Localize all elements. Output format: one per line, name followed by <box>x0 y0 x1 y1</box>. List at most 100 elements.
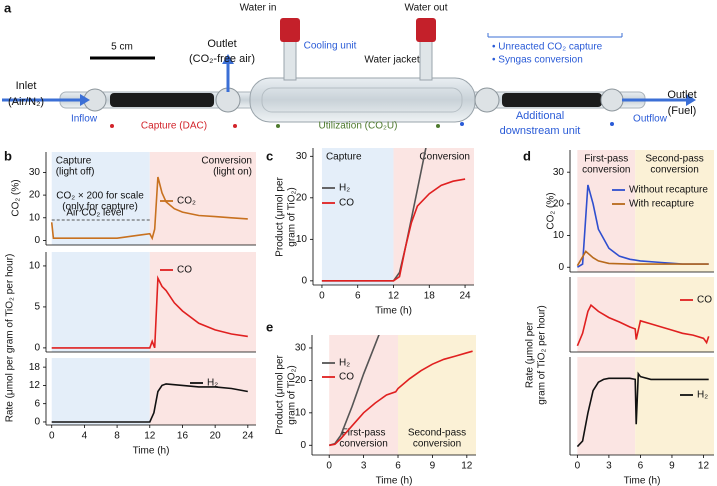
panel-label: c <box>266 148 273 163</box>
label: Outlet <box>667 89 696 101</box>
chart: 0 6 12 18 0 4 8 12 16 20 24 Time (h) H₂ <box>29 358 256 457</box>
chart: 0 3 6 9 12 Time (h) H₂ <box>569 357 714 486</box>
y-tick-label: 6 <box>34 398 40 409</box>
region <box>398 335 476 455</box>
region <box>51 358 150 425</box>
region <box>321 148 394 285</box>
x-tick-label: 12 <box>144 431 156 442</box>
x-axis-label: Time (h) <box>376 476 413 486</box>
region <box>149 358 256 425</box>
x-tick-label: 0 <box>326 461 332 472</box>
x-axis-label: Time (h) <box>375 306 412 317</box>
series-line <box>51 383 248 423</box>
x-tick-label: 3 <box>606 461 612 472</box>
chart: Rate (μmol per gram of TiO₂ per hour) CO <box>525 277 714 405</box>
y-tick-label: 30 <box>29 167 41 178</box>
region-label: Conversion <box>419 152 470 163</box>
water-jacket <box>261 87 463 113</box>
panel-label: d <box>523 148 531 163</box>
region-label: Capture <box>326 152 362 163</box>
region <box>51 252 150 352</box>
annotation: (only for capture) <box>62 202 138 213</box>
x-tick-label: 12 <box>461 461 473 472</box>
x-tick-label: 3 <box>361 461 367 472</box>
region-label: Second-pass <box>645 154 703 165</box>
annotation: CO₂ × 200 for scale <box>56 191 144 202</box>
label: Water jacket <box>364 55 419 66</box>
legend-label: CO <box>177 265 192 276</box>
y-axis-label: gram of TiO₂) <box>287 365 298 424</box>
chart: First-passconversionSecond-passconversio… <box>523 148 714 273</box>
y-tick-label: 5 <box>34 302 40 313</box>
panel-label: a <box>4 0 12 15</box>
region <box>635 277 714 352</box>
x-tick-label: 0 <box>575 461 581 472</box>
y-tick-label: 10 <box>29 261 41 272</box>
dot <box>436 124 440 128</box>
y-tick-label: 18 <box>29 362 41 373</box>
label: Inflow <box>71 114 98 125</box>
label: (CO₂-free air) <box>189 53 255 65</box>
stem <box>283 37 297 81</box>
y-tick-label: 10 <box>295 407 307 418</box>
legend-label: CO <box>697 295 712 306</box>
panel-a: a 5 cm Water in Water o <box>2 0 697 137</box>
series-line <box>329 350 473 447</box>
legend-label: With recapture <box>629 199 694 210</box>
region <box>635 150 714 272</box>
x-tick-label: 24 <box>459 291 471 302</box>
y-tick-label: 10 <box>553 230 565 241</box>
region <box>635 357 714 455</box>
hose <box>110 93 214 107</box>
x-tick-label: 18 <box>424 291 436 302</box>
x-tick-label: 6 <box>355 291 361 302</box>
x-tick-label: 9 <box>669 461 675 472</box>
legend-label: H₂ <box>697 390 708 401</box>
y-tick-label: 0 <box>34 343 40 354</box>
arrow-head <box>80 94 90 106</box>
reference-label: Air CO₂ level <box>66 208 123 219</box>
y-axis-label: CO₂ (%) <box>546 192 557 229</box>
label: Inlet <box>16 80 37 92</box>
region <box>577 357 636 455</box>
legend-label: Without recapture <box>629 185 708 196</box>
fitting <box>600 88 624 112</box>
stem <box>419 37 433 81</box>
y-tick-label: 20 <box>553 199 565 210</box>
arrow-head <box>222 54 234 64</box>
x-tick-label: 16 <box>177 431 189 442</box>
chart: 0 5 10 Rate (μmol per gram of TiO₂ per hour… <box>5 252 256 422</box>
x-axis-label: Time (h) <box>624 476 661 486</box>
y-axis-label: CO₂ (%) <box>11 179 22 216</box>
dot <box>233 124 237 128</box>
cap <box>416 18 436 42</box>
region-label: conversion <box>582 165 630 176</box>
x-tick-label: 8 <box>114 431 120 442</box>
y-tick-label: 30 <box>295 343 307 354</box>
arrow-head <box>686 94 696 106</box>
region-label: conversion <box>339 439 387 450</box>
x-tick-label: 0 <box>49 431 55 442</box>
region-label: First-pass <box>342 428 386 439</box>
series-line <box>321 178 466 282</box>
x-tick-label: 24 <box>242 431 254 442</box>
y-tick-label: 20 <box>295 375 307 386</box>
y-tick-label: 0 <box>300 440 306 451</box>
label: Water out <box>405 3 448 14</box>
series-line <box>576 184 709 268</box>
region <box>149 152 256 245</box>
label: • Unreacted CO₂ capture <box>492 42 603 53</box>
label: Water in <box>240 3 277 14</box>
dot <box>110 124 114 128</box>
dot <box>460 122 464 126</box>
y-axis-label: Product (μmol per <box>275 354 286 434</box>
y-axis-label: gram of TiO₂ per hour) <box>537 305 548 404</box>
chart: Capture Conversion 0 10 20 30 0 6 12 18 24 Time (h)… <box>266 148 474 317</box>
y-tick-label: 12 <box>29 380 41 391</box>
region-label: (light on) <box>213 167 252 178</box>
y-tick-label: 0 <box>34 235 40 246</box>
chart: First-passconversionSecond-passconversio… <box>266 319 476 486</box>
x-axis-label: Time (h) <box>133 446 170 457</box>
y-tick-label: 10 <box>296 234 308 245</box>
x-tick-label: 12 <box>698 461 710 472</box>
